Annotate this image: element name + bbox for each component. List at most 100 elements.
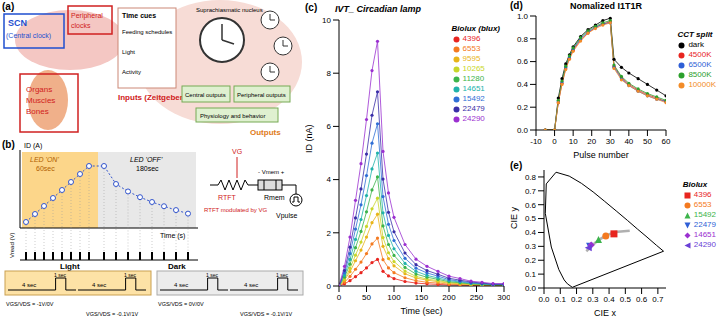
svg-text:0.1: 0.1 xyxy=(525,270,537,279)
svg-text:10: 10 xyxy=(569,137,578,146)
svg-text:Muscles: Muscles xyxy=(26,96,55,105)
svg-text:- Vmem +: - Vmem + xyxy=(258,169,285,175)
svg-text:1 sec: 1 sec xyxy=(276,272,288,278)
svg-text:50: 50 xyxy=(362,293,371,302)
svg-text:VG: VG xyxy=(232,148,242,155)
svg-text:CIE y: CIE y xyxy=(510,206,519,229)
svg-text:0.4: 0.4 xyxy=(517,80,529,89)
svg-text:Time cues: Time cues xyxy=(122,12,156,19)
svg-text:0.7: 0.7 xyxy=(525,187,537,196)
svg-text:250: 250 xyxy=(470,293,484,302)
svg-text:Dark: Dark xyxy=(168,262,186,271)
svg-text:0: 0 xyxy=(552,137,557,146)
svg-text:200: 200 xyxy=(442,293,456,302)
svg-text:0.2: 0.2 xyxy=(571,295,583,304)
svg-text:Suprachiasmatic nucleus: Suprachiasmatic nucleus xyxy=(196,7,263,13)
svg-text:clocks: clocks xyxy=(71,22,91,29)
svg-text:0.6: 0.6 xyxy=(636,295,648,304)
svg-text:Time (s): Time (s) xyxy=(160,232,185,240)
svg-text:VGS/VDS = -1V/0V: VGS/VDS = -1V/0V xyxy=(8,301,54,307)
svg-text:0.0: 0.0 xyxy=(517,126,529,135)
svg-text:0.1: 0.1 xyxy=(555,295,567,304)
svg-text:Inputs (Zeitgebers): Inputs (Zeitgebers) xyxy=(118,93,190,102)
svg-text:RTFT modulated by VG: RTFT modulated by VG xyxy=(204,207,267,213)
svg-text:Central outputs: Central outputs xyxy=(185,92,226,98)
svg-text:0.2: 0.2 xyxy=(517,103,529,112)
svg-text:0.7: 0.7 xyxy=(652,295,664,304)
svg-text:VGS/VDS = -0.1V/1V: VGS/VDS = -0.1V/1V xyxy=(240,311,292,317)
svg-text:RTFT: RTFT xyxy=(218,194,236,201)
svg-text:0.4: 0.4 xyxy=(525,228,537,237)
html-text:IVT_ Circadian lamp: IVT_ Circadian lamp xyxy=(335,4,421,14)
html-text:(c): (c) xyxy=(305,2,318,13)
svg-text:8: 8 xyxy=(327,69,332,78)
svg-text:100: 100 xyxy=(387,293,401,302)
svg-text:2: 2 xyxy=(327,229,332,238)
svg-text:(b): (b) xyxy=(8,140,15,150)
svg-text:Organs: Organs xyxy=(26,85,52,94)
svg-text:VGS/VDS = -0.1V/1V: VGS/VDS = -0.1V/1V xyxy=(86,311,138,317)
svg-text:0.4: 0.4 xyxy=(604,295,616,304)
svg-text:0.0: 0.0 xyxy=(525,284,537,293)
svg-text:150: 150 xyxy=(415,293,429,302)
svg-text:(Central clock): (Central clock) xyxy=(8,32,51,40)
svg-text:1 sec: 1 sec xyxy=(206,272,218,278)
svg-text:300: 300 xyxy=(497,293,510,302)
svg-text:0: 0 xyxy=(327,282,332,291)
svg-text:Light: Light xyxy=(122,49,135,55)
svg-text:0.6: 0.6 xyxy=(517,57,529,66)
svg-text:Physiology and behavior: Physiology and behavior xyxy=(200,113,265,119)
svg-text:1.0: 1.0 xyxy=(517,12,529,21)
svg-text:Light: Light xyxy=(60,262,80,271)
svg-text:50: 50 xyxy=(643,137,652,146)
svg-text:4 sec: 4 sec xyxy=(174,282,188,288)
svg-text:1 sec: 1 sec xyxy=(124,272,136,278)
svg-text:60: 60 xyxy=(662,137,671,146)
html-text:(e): (e) xyxy=(510,160,523,171)
svg-text:4 sec: 4 sec xyxy=(244,282,258,288)
svg-text:Outputs: Outputs xyxy=(250,128,281,137)
svg-text:0.6: 0.6 xyxy=(525,201,537,210)
svg-text:6: 6 xyxy=(327,122,332,131)
svg-text:0.0: 0.0 xyxy=(538,295,550,304)
svg-text:0.5: 0.5 xyxy=(525,214,537,223)
svg-text:0.8: 0.8 xyxy=(517,35,529,44)
svg-text:LED 'OFF': LED 'OFF' xyxy=(130,156,163,163)
svg-text:10: 10 xyxy=(322,16,331,25)
svg-text:30: 30 xyxy=(606,137,615,146)
svg-text:-10: -10 xyxy=(530,137,542,146)
svg-text:1 sec: 1 sec xyxy=(54,272,66,278)
svg-text:Peripheral: Peripheral xyxy=(71,12,103,20)
html-text:(d): (d) xyxy=(510,0,523,11)
svg-text:0: 0 xyxy=(337,293,342,302)
svg-text:Vread (V): Vread (V) xyxy=(9,233,15,258)
svg-text:4 sec: 4 sec xyxy=(92,282,106,288)
svg-text:20: 20 xyxy=(587,137,596,146)
svg-text:CIE x: CIE x xyxy=(594,308,617,318)
svg-text:0.5: 0.5 xyxy=(620,295,632,304)
svg-text:Bones: Bones xyxy=(26,107,49,116)
svg-text:(a): (a) xyxy=(8,1,14,12)
svg-text:Activity: Activity xyxy=(122,69,141,75)
svg-text:ID (nA): ID (nA) xyxy=(305,124,314,153)
svg-text:Rmem: Rmem xyxy=(264,194,285,201)
svg-text:Vpulse: Vpulse xyxy=(276,212,298,220)
svg-text:ID (A): ID (A) xyxy=(24,142,42,150)
svg-text:VGS/VDS = 0V/0V: VGS/VDS = 0V/0V xyxy=(158,301,204,307)
svg-text:LED 'ON': LED 'ON' xyxy=(30,156,59,163)
svg-text:Peripheral outputs: Peripheral outputs xyxy=(237,92,286,98)
svg-text:0.8: 0.8 xyxy=(525,173,537,182)
svg-text:4: 4 xyxy=(327,175,332,184)
svg-text:Feeding schedules: Feeding schedules xyxy=(122,29,172,35)
svg-text:Time (sec): Time (sec) xyxy=(400,306,442,316)
svg-text:0.3: 0.3 xyxy=(587,295,599,304)
svg-text:Pulse number: Pulse number xyxy=(573,150,629,160)
svg-text:4 sec: 4 sec xyxy=(22,282,36,288)
html-text:Nomalized I1T1R: Nomalized I1T1R xyxy=(570,1,642,11)
svg-text:180sec: 180sec xyxy=(136,165,159,172)
svg-text:SCN: SCN xyxy=(8,18,27,28)
svg-text:0.2: 0.2 xyxy=(525,256,537,265)
svg-text:40: 40 xyxy=(624,137,633,146)
svg-text:0.3: 0.3 xyxy=(525,242,537,251)
svg-text:60sec: 60sec xyxy=(36,165,55,172)
